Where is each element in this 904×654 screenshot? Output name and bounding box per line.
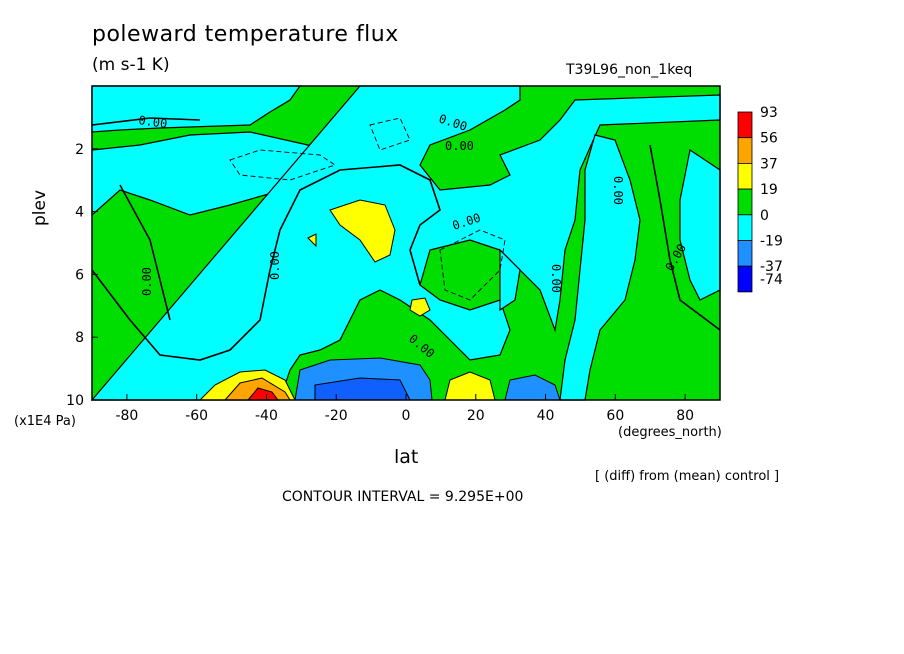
x-tick-label: 0 <box>402 408 411 424</box>
colorbar-label: 93 <box>760 105 778 121</box>
colorbar-label: -74 <box>760 272 783 288</box>
x-axis-units: (degrees_north) <box>618 425 722 440</box>
y-tick-label: 4 <box>75 205 84 221</box>
colorbar-swatch <box>737 137 753 164</box>
y-tick-label: 2 <box>75 142 84 158</box>
contour-interval: CONTOUR INTERVAL = 9.295E+00 <box>282 489 524 505</box>
x-axis-ticks: -80 -60 -40 -20 0 20 40 60 80 <box>115 394 694 424</box>
contour-label: 0.00 <box>611 176 625 205</box>
chart-units: (m s-1 K) <box>92 55 170 75</box>
colorbar-swatch <box>737 162 753 190</box>
colorbar-swatch <box>737 111 753 139</box>
x-tick-label: -80 <box>115 408 138 424</box>
cyan-regions <box>90 85 721 401</box>
x-tick-label: 20 <box>467 408 485 424</box>
colorbar-swatch <box>737 214 753 241</box>
contour-label: 0.00 <box>138 113 169 131</box>
colorbar-swatch <box>737 188 753 216</box>
x-tick-label: -40 <box>255 408 278 424</box>
colorbar-label: -19 <box>760 234 783 250</box>
solid-contours <box>91 117 721 361</box>
chart-title: poleward temperature flux <box>92 22 399 47</box>
contour-label: 0.00 <box>549 264 563 293</box>
colorbar: 93 56 37 19 0 -19 -37-74 <box>737 105 783 293</box>
y-tick-label: 6 <box>75 267 84 283</box>
colorbar-label: 56 <box>760 131 778 147</box>
x-tick-label: 40 <box>537 408 555 424</box>
x-tick-label: 80 <box>676 408 694 424</box>
run-label: T39L96_non_1keq <box>566 62 693 78</box>
colorbar-label: 0 <box>760 208 769 224</box>
y-axis-ticks: 2 4 6 8 10 <box>66 142 98 409</box>
warm-regions <box>198 199 496 401</box>
blue-regions <box>294 357 561 401</box>
colorbar-swatch <box>737 265 753 293</box>
x-axis-label: lat <box>394 446 419 468</box>
diff-note: [ (diff) from (mean) control ] <box>595 469 780 484</box>
y-tick-label: 8 <box>75 330 84 346</box>
y-axis-units: (x1E4 Pa) <box>14 414 76 429</box>
colorbar-label: -37 <box>760 259 783 275</box>
colorbar-label: 19 <box>760 182 778 198</box>
contour-label: 0.00 <box>445 139 474 153</box>
x-tick-label: -60 <box>185 408 208 424</box>
y-tick-label: 10 <box>66 393 84 409</box>
colorbar-label: 37 <box>760 156 778 172</box>
x-tick-label: -20 <box>325 408 348 424</box>
contour-label: 0.00 <box>140 267 154 296</box>
dashed-contours <box>229 117 506 301</box>
contour-label: 0.00 <box>268 251 282 280</box>
colorbar-swatch <box>737 240 753 267</box>
x-tick-label: 60 <box>606 408 624 424</box>
